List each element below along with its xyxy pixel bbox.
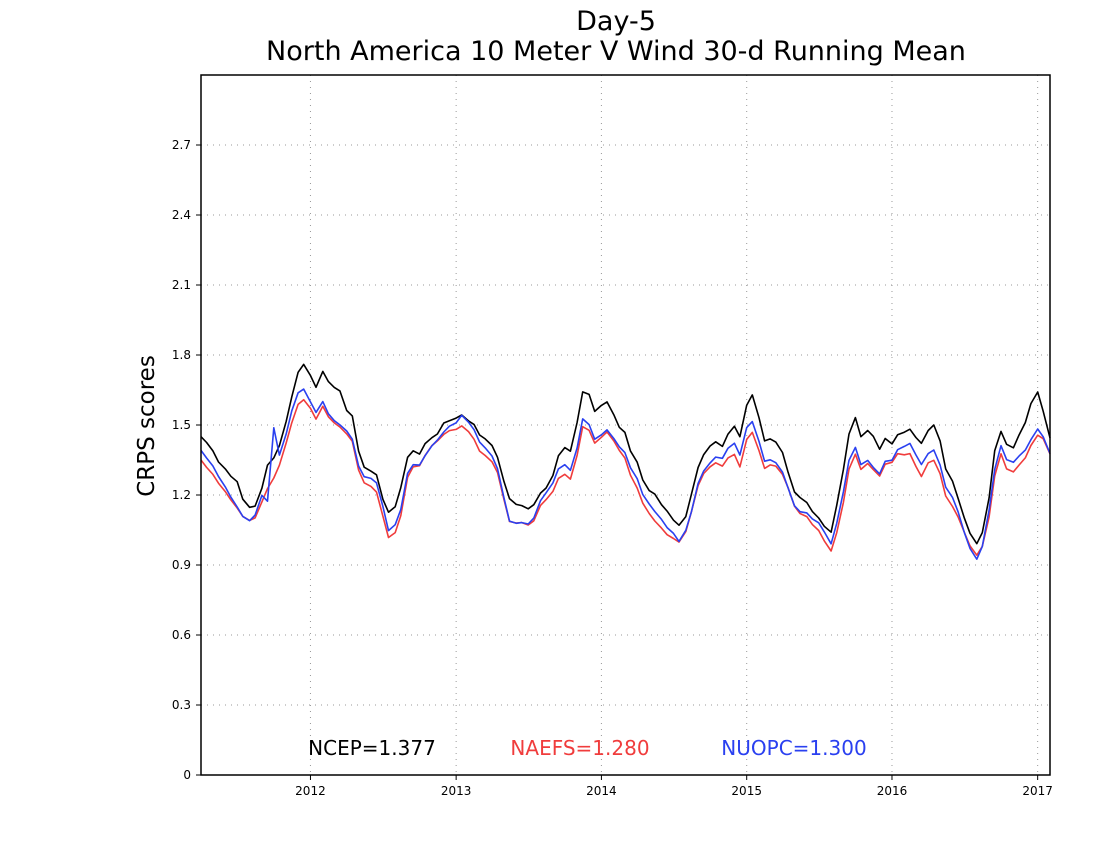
x-tick-label: 2015 (731, 784, 762, 798)
legend-entry-nuopc: NUOPC=1.300 (721, 736, 866, 760)
grid-lines (201, 75, 1050, 775)
y-axis-ticks: 0 0.3 0.6 0.9 1.2 1.5 1.8 2.1 2.4 2.7 (172, 138, 201, 782)
y-tick-label: 1.2 (172, 488, 191, 502)
series-lines (200, 363, 1051, 561)
y-axis-label: CRPS scores (134, 355, 160, 497)
legend-entry-ncep: NCEP=1.377 (308, 736, 436, 760)
series-line-nuopc (200, 388, 1051, 561)
x-tick-label: 2014 (586, 784, 617, 798)
y-tick-label: 0.3 (172, 698, 191, 712)
y-tick-label: 1.5 (172, 418, 191, 432)
y-tick-label: 0.9 (172, 558, 191, 572)
x-tick-label: 2016 (877, 784, 908, 798)
x-tick-label: 2013 (441, 784, 472, 798)
x-tick-label: 2017 (1022, 784, 1053, 798)
y-tick-label: 2.4 (172, 208, 191, 222)
series-line-ncep (200, 363, 1051, 545)
legend: NCEP=1.377 NAEFS=1.280 NUOPC=1.300 (308, 736, 867, 760)
chart-subtitle: North America 10 Meter V Wind 30-d Runni… (266, 36, 966, 67)
y-tick-label: 1.8 (172, 348, 191, 362)
x-axis-ticks: 2012 2013 2014 2015 2016 2017 (295, 775, 1053, 798)
legend-entry-naefs: NAEFS=1.280 (510, 736, 649, 760)
y-tick-label: 0 (183, 768, 191, 782)
y-tick-label: 2.1 (172, 278, 191, 292)
chart-title: Day-5 (576, 6, 656, 37)
plot-frame (200, 74, 1051, 776)
series-line-naefs (200, 398, 1051, 557)
y-tick-label: 0.6 (172, 628, 191, 642)
x-tick-label: 2012 (295, 784, 326, 798)
y-tick-label: 2.7 (172, 138, 191, 152)
